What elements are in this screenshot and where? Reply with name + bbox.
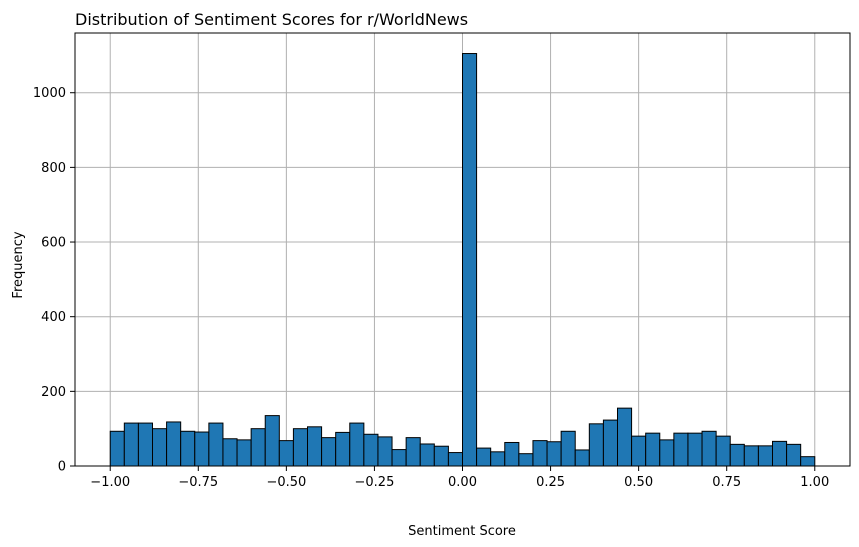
histogram-bar <box>335 431 351 467</box>
histogram-bar <box>490 451 506 467</box>
histogram-bar <box>222 438 238 467</box>
histogram-bar <box>307 426 323 467</box>
histogram-bar <box>391 449 407 467</box>
histogram-bars <box>109 53 816 467</box>
histogram-bar <box>772 440 788 467</box>
histogram-bar <box>476 447 492 467</box>
histogram-bar <box>532 440 548 467</box>
histogram-bar <box>743 445 759 467</box>
histogram-bar <box>574 449 590 467</box>
y-tick-label: 600 <box>41 236 66 251</box>
histogram-bar <box>349 422 365 467</box>
histogram-bar <box>673 432 689 467</box>
histogram-bar <box>180 430 196 467</box>
y-tick-label: 1000 <box>33 86 66 101</box>
histogram-bar <box>363 433 379 467</box>
y-tick-label: 800 <box>41 161 66 176</box>
histogram-bar <box>729 443 745 467</box>
histogram-bar <box>264 415 280 467</box>
x-axis-label: Sentiment Score <box>408 524 516 539</box>
x-tick-label: −0.50 <box>266 475 306 490</box>
histogram-bar <box>236 439 252 467</box>
histogram-bar <box>278 440 294 467</box>
histogram-bar <box>405 437 421 467</box>
histogram-bar <box>631 435 647 467</box>
histogram-bar <box>137 422 153 467</box>
histogram-bar <box>560 430 576 467</box>
histogram-bar <box>250 428 266 467</box>
histogram-bar <box>462 53 478 467</box>
histogram-bar <box>602 419 619 467</box>
x-tick-label: 0.50 <box>624 475 653 490</box>
histogram-bar <box>757 445 774 467</box>
histogram-bar <box>701 430 717 467</box>
x-tick-label: −0.75 <box>178 475 218 490</box>
histogram-bar <box>447 452 463 467</box>
histogram-bar <box>659 439 675 467</box>
histogram-bar <box>152 428 168 467</box>
x-tick-label: 0.00 <box>448 475 477 490</box>
y-axis-ticks: 0 200 400 600 800 1000 <box>33 86 75 475</box>
y-axis-label: Frequency <box>11 231 26 298</box>
x-tick-label: −0.25 <box>355 475 395 490</box>
y-tick-label: 400 <box>41 310 66 325</box>
chart-title: Distribution of Sentiment Scores for r/W… <box>75 10 468 29</box>
histogram-bar <box>166 421 182 467</box>
histogram-bar <box>208 422 224 467</box>
histogram-bar <box>109 430 125 467</box>
x-tick-label: −1.00 <box>90 475 130 490</box>
histogram-bar <box>123 422 139 467</box>
histogram-bar <box>617 407 633 467</box>
histogram-bar <box>715 435 731 467</box>
histogram-bar <box>194 431 210 467</box>
y-tick-label: 200 <box>41 385 66 400</box>
histogram-bar <box>645 432 661 467</box>
histogram-bar <box>518 453 534 467</box>
histogram-bar <box>588 423 604 467</box>
histogram-bar <box>546 441 562 467</box>
histogram-bar <box>786 443 802 467</box>
x-tick-label: 0.75 <box>712 475 741 490</box>
histogram-bar <box>687 432 703 467</box>
x-axis-ticks: −1.00 −0.75 −0.50 −0.25 0.00 0.25 0.50 0.75 1.00 <box>90 466 829 490</box>
histogram-bar <box>419 443 435 467</box>
histogram-bar <box>800 456 816 467</box>
x-tick-label: 1.00 <box>800 475 829 490</box>
histogram-bar <box>292 428 308 467</box>
histogram-bar <box>504 441 520 467</box>
histogram-bar <box>433 445 449 467</box>
histogram-bar <box>321 437 337 467</box>
histogram-bar <box>377 436 393 467</box>
x-tick-label: 0.25 <box>536 475 565 490</box>
y-tick-label: 0 <box>58 460 66 475</box>
